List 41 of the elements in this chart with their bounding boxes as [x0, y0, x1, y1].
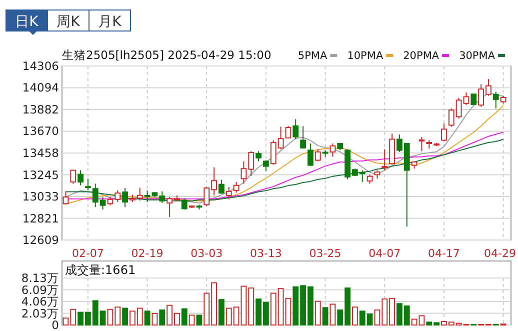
bar	[122, 308, 128, 326]
legend-item: 10PMA	[347, 50, 394, 62]
bar	[322, 307, 328, 326]
legend-label: 30PMA	[459, 50, 496, 62]
legend-label: 20PMA	[403, 50, 440, 62]
x-tick-label: 03-25	[309, 247, 342, 260]
bar	[218, 299, 224, 326]
x-tick-label: 02-07	[72, 247, 104, 260]
x-tick-label: 04-29	[484, 247, 516, 260]
bar	[196, 314, 202, 326]
y-tick-label: 13882	[22, 102, 59, 116]
tab: 月K	[88, 10, 131, 32]
y-tick-label: 13458	[22, 146, 59, 160]
chart-title: 成交量:1661	[65, 263, 136, 277]
x-tick-label: 04-07	[368, 247, 401, 260]
bar	[144, 310, 150, 326]
y-tick-label: 13670	[22, 124, 59, 138]
chart-title: 生猪2505[lh2505] 2025-04-29 15:00	[62, 48, 272, 62]
y-tick-label: 12609	[22, 233, 59, 247]
y-tick-label: 4.06万	[21, 294, 59, 309]
y-tick-label: 13245	[22, 168, 59, 182]
x-tick-label: 03-03	[190, 247, 223, 260]
x-tick-label: 02-19	[131, 247, 164, 260]
y-tick-label: 2.03万	[21, 306, 59, 320]
y-tick-label: 8.13万	[21, 271, 59, 285]
y-tick-label: 13033	[22, 190, 59, 204]
x-tick-label: 03-13	[250, 247, 282, 260]
y-tick-label: 14094	[22, 80, 59, 95]
legend-item: 5PMA	[298, 50, 338, 62]
y-tick-label: 6.09万	[21, 282, 59, 297]
x-tick-label: 04-17	[428, 247, 460, 260]
bar	[181, 308, 188, 326]
y-tick-label: 0	[52, 318, 59, 331]
legend-item: 30PMA	[459, 50, 505, 62]
tab: 周K	[47, 10, 90, 32]
bar	[159, 309, 166, 326]
legend-label: 10PMA	[347, 50, 384, 62]
legend-label: 5PMA	[298, 50, 328, 62]
legend-item: 20PMA	[403, 50, 450, 62]
y-tick-label: 14306	[22, 59, 59, 73]
y-tick-label: 12821	[22, 211, 59, 226]
